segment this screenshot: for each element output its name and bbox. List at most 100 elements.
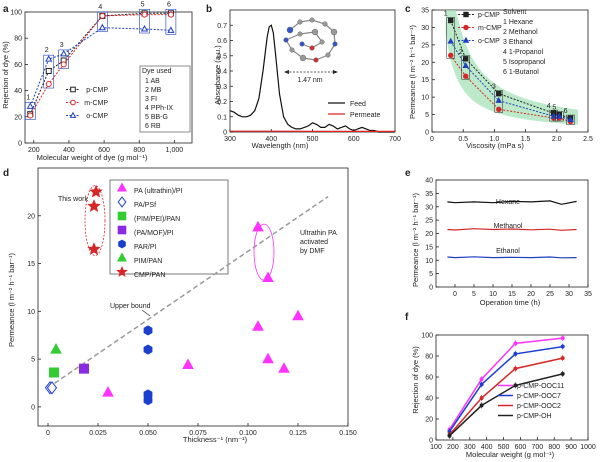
f-xtick-label: 200 <box>447 444 459 451</box>
c-series-2-point <box>495 96 503 103</box>
d-upper-bound-line <box>47 196 329 389</box>
c-confidence-band <box>445 10 578 125</box>
f-series-0-point <box>479 377 484 382</box>
b-molecule-atom <box>332 41 338 47</box>
b-ytick-label: 0.4 <box>217 69 227 76</box>
f-series-0-point <box>560 336 565 341</box>
e-ytick-label: 25 <box>425 218 433 225</box>
d-series-6-point <box>87 242 101 255</box>
f-series-1-point <box>560 344 565 349</box>
d-series-6-point <box>89 184 103 198</box>
b-ytick-label: 0.3 <box>217 84 227 91</box>
panel-label-c: c <box>405 4 411 15</box>
c-solvent-6: 6 1-Butanol <box>503 69 539 76</box>
e-ytick-label: 35 <box>425 191 433 198</box>
b-molecule-atom <box>322 21 328 27</box>
b-molecule-atom <box>319 39 325 45</box>
a-dye-3: 3 FI <box>145 96 157 103</box>
a-xtick-label: 600 <box>98 147 110 154</box>
b-molecule-atom <box>297 19 303 25</box>
a-legend-marker <box>70 86 76 93</box>
d-legend-0: PA (ultrathin)/PI <box>134 188 183 195</box>
d-series-0-point <box>252 320 264 331</box>
a-dye-box <box>58 49 69 69</box>
a-dye-2: 2 MB <box>145 87 162 94</box>
f-ytick-label: 0 <box>429 438 433 445</box>
c-series-0-point <box>496 90 502 97</box>
c-xtick-label: 1.0 <box>490 136 500 143</box>
f-xtick-label: 600 <box>515 444 527 451</box>
b-molecule-atom <box>325 52 331 58</box>
f-ytick-label: 80 <box>425 354 433 361</box>
a-series-1-point <box>60 61 67 68</box>
d-legend-2: (PIM/PEI)/PAN <box>134 216 180 223</box>
f-series-3-point <box>560 371 565 376</box>
d-series-5-point <box>50 343 62 354</box>
e-xtick-label: 5 <box>472 291 476 298</box>
b-xtick-label: 400 <box>265 136 277 143</box>
f-series-1-point <box>479 382 484 387</box>
e-ytick-label: 5 <box>429 271 433 278</box>
c-xtick-label: 1.5 <box>521 136 531 143</box>
c-solvent-5: 5 Isopropanol <box>503 59 546 66</box>
d-ytick-label: 5 <box>31 357 35 364</box>
d-series-0-point <box>278 362 290 373</box>
d-series-6-point <box>87 199 101 212</box>
b-xtick-label: 500 <box>307 136 319 143</box>
a-dye-4: 4 PPh-IX <box>145 105 173 112</box>
f-xtick-label: 500 <box>498 444 510 451</box>
a-dye-1: 1 AB <box>145 78 160 85</box>
f-series-2-point <box>513 366 518 371</box>
a-dye-number: 1 <box>26 94 30 101</box>
d-xtick-label: 0.100 <box>239 430 257 437</box>
c-ytick-label: 25 <box>421 42 429 49</box>
f-xtick-label: 300 <box>464 444 476 451</box>
f-xtick-label: 900 <box>565 444 577 451</box>
f-series-3-point <box>479 403 484 408</box>
b-molecule-atom <box>297 31 303 37</box>
f-ytick-label: 20 <box>425 417 433 424</box>
c-ytick-label: 20 <box>421 60 429 67</box>
f-legend: p-CMP-OOC11 p-CMP-OOC7 p-CMP-OOC2 p-CMP-… <box>517 383 564 420</box>
c-solvent-number: 2 <box>459 49 463 56</box>
a-dye-number: 3 <box>60 42 64 49</box>
a-ytick-label: 20 <box>14 114 22 121</box>
a-series-1-point <box>45 81 52 88</box>
c-frame <box>431 9 589 133</box>
c-solvent-box <box>555 111 564 122</box>
panel-label-d: d <box>3 168 9 179</box>
c-xtick-label: 2.5 <box>583 136 593 143</box>
c-solvent-box <box>566 114 575 125</box>
d-series-0-point <box>182 358 194 369</box>
b-xtick-label: 300 <box>224 136 236 143</box>
a-xlabel: Molecular weight of dye (g mol⁻¹) <box>37 153 148 162</box>
d-frame <box>37 167 349 427</box>
a-dye-box <box>97 11 108 33</box>
f-legend-2: p-CMP-OOC2 <box>517 403 561 410</box>
a-ylabel: Rejection of dye (%) <box>1 41 10 109</box>
e-ytick-label: 40 <box>425 178 433 185</box>
d-legend-marker <box>117 211 127 221</box>
a-dye-box <box>165 9 177 35</box>
c-series-2-point <box>550 112 557 119</box>
c-series-2-point <box>447 37 454 44</box>
d-ytick-label: 15 <box>27 261 35 268</box>
c-solvent-box <box>494 90 504 113</box>
f-series-1-point <box>513 351 518 356</box>
c-solvent-3: 3 Ethanol <box>503 39 533 46</box>
b-molecule-atom <box>286 26 294 34</box>
c-series-0-point <box>448 17 454 24</box>
a-dye-box <box>43 54 55 89</box>
c-series-1-line <box>450 55 571 122</box>
c-solvent-number: 3 <box>492 84 496 91</box>
b-molecule-atom <box>299 54 307 62</box>
d-series-3-point <box>79 363 89 374</box>
a-legend-frame <box>139 65 191 133</box>
c-legend-marker <box>463 24 469 31</box>
e-series-1-line <box>447 228 577 231</box>
f-xtick-label: 1000 <box>580 444 596 451</box>
c-solvent-4: 4 1-Propanol <box>503 49 544 56</box>
d-this-work-ellipse <box>84 185 106 256</box>
d-legend-6: CMP/PAN <box>134 272 165 279</box>
